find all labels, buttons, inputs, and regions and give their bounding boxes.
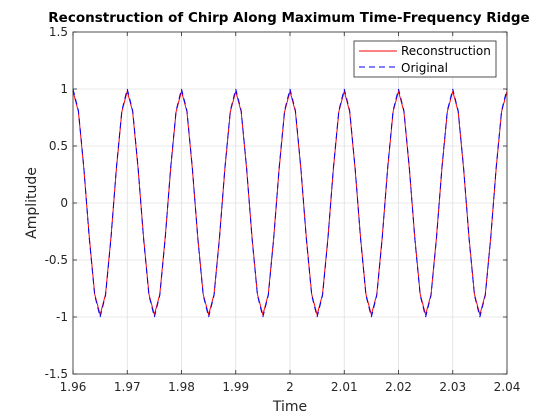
- y-tick-label: 1.5: [49, 25, 68, 39]
- y-tick-label: 0.5: [49, 139, 68, 153]
- legend: Reconstruction Original: [353, 40, 497, 78]
- x-tick-label: 2.01: [331, 380, 358, 394]
- x-tick-label: 2: [286, 380, 294, 394]
- x-tick-label: 2.03: [439, 380, 466, 394]
- y-tick-label: -0.5: [45, 253, 68, 267]
- x-tick-label: 2.04: [494, 380, 521, 394]
- y-tick-label: 0: [60, 196, 68, 210]
- chart-title: Reconstruction of Chirp Along Maximum Ti…: [48, 10, 529, 26]
- legend-entry-original: Original: [401, 61, 448, 75]
- legend-entry-reconstruction: Reconstruction: [401, 44, 491, 58]
- x-tick-label: 1.99: [222, 380, 249, 394]
- x-tick-label: 2.02: [385, 380, 412, 394]
- x-tick-label: 1.97: [114, 380, 141, 394]
- x-tick-label: 1.98: [168, 380, 195, 394]
- x-tick-label: 1.96: [60, 380, 87, 394]
- y-axis-ticks: -1.5 -1 -0.5 0 0.5 1 1.5: [45, 25, 507, 381]
- y-tick-label: 1: [60, 82, 68, 96]
- x-axis-ticks: 1.96 1.97 1.98 1.99 2 2.01 2.02 2.03 2.04: [60, 32, 521, 394]
- legend-box: [353, 40, 497, 78]
- y-tick-label: -1.5: [45, 367, 68, 381]
- y-axis-label: Amplitude: [24, 167, 40, 239]
- series-line-original: [72, 88, 508, 318]
- x-axis-label: Time: [272, 399, 307, 415]
- y-tick-label: -1: [56, 310, 68, 324]
- series-lines: [72, 88, 508, 318]
